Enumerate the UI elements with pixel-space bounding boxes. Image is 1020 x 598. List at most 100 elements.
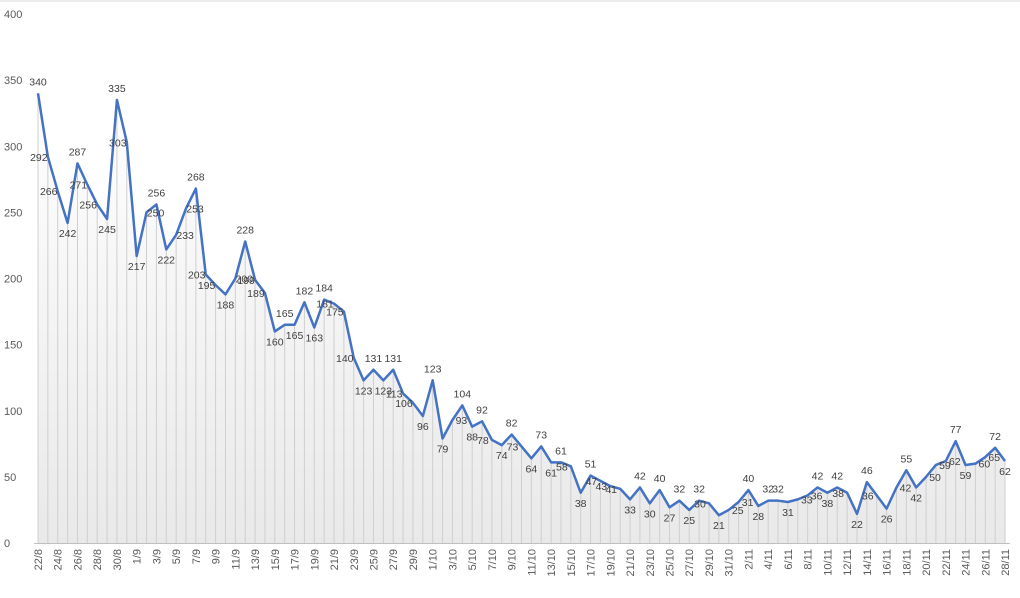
data-label: 163 bbox=[306, 332, 324, 344]
data-label: 160 bbox=[266, 336, 284, 348]
x-tick-label: 28/11 bbox=[1000, 549, 1012, 576]
drop-lines bbox=[37, 93, 1006, 543]
x-tick-label: 7/9 bbox=[191, 549, 203, 564]
x-tick-label: 20/11 bbox=[921, 549, 933, 576]
x-tick-label: 11/9 bbox=[230, 549, 242, 570]
data-label: 61 bbox=[545, 467, 557, 479]
data-label: 335 bbox=[108, 83, 126, 95]
x-tick-label: 16/11 bbox=[882, 549, 894, 576]
data-label: 93 bbox=[456, 415, 468, 427]
x-tick-label: 19/10 bbox=[605, 549, 617, 577]
data-label: 233 bbox=[176, 230, 194, 242]
x-tick-label: 22/8 bbox=[33, 549, 45, 570]
data-label: 123 bbox=[424, 363, 442, 375]
x-tick-label: 19/9 bbox=[309, 549, 321, 570]
area-fill bbox=[38, 93, 1005, 543]
data-label: 199 bbox=[237, 275, 255, 287]
x-tick-label: 21/9 bbox=[329, 549, 341, 570]
y-tick-label: 250 bbox=[4, 207, 22, 219]
x-tick-label: 29/10 bbox=[704, 549, 716, 577]
y-tick-label: 300 bbox=[4, 141, 22, 153]
x-tick-label: 14/11 bbox=[862, 549, 874, 576]
data-label: 22 bbox=[851, 519, 863, 531]
data-label: 104 bbox=[454, 388, 472, 400]
y-tick-label: 400 bbox=[4, 9, 22, 21]
data-label: 64 bbox=[526, 463, 538, 475]
data-label: 62 bbox=[949, 456, 961, 468]
data-label: 26 bbox=[881, 514, 893, 526]
data-labels: 3402922662422872712562453353032172502562… bbox=[29, 76, 1011, 532]
data-label: 96 bbox=[417, 421, 429, 433]
x-tick-label: 25/9 bbox=[368, 549, 380, 570]
data-label: 38 bbox=[832, 488, 844, 500]
data-label: 184 bbox=[315, 283, 333, 295]
x-tick-label: 13/10 bbox=[546, 549, 558, 577]
data-label: 46 bbox=[861, 465, 873, 477]
data-label: 74 bbox=[496, 450, 508, 462]
data-label: 106 bbox=[395, 398, 413, 410]
data-label: 253 bbox=[186, 203, 204, 215]
x-tick-label: 5/9 bbox=[171, 549, 183, 564]
data-label: 256 bbox=[148, 187, 166, 199]
x-tick-label: 23/10 bbox=[645, 549, 657, 577]
data-label: 31 bbox=[782, 507, 794, 519]
data-label: 62 bbox=[999, 466, 1011, 478]
data-label: 131 bbox=[384, 353, 402, 365]
data-label: 43 bbox=[595, 481, 607, 493]
data-label: 72 bbox=[989, 431, 1001, 443]
data-label: 140 bbox=[336, 353, 354, 365]
x-tick-label: 7/10 bbox=[487, 549, 499, 570]
data-label: 42 bbox=[831, 470, 843, 482]
data-label: 92 bbox=[476, 404, 488, 416]
x-tick-label: 26/11 bbox=[980, 549, 992, 576]
data-label: 59 bbox=[939, 460, 951, 472]
data-label: 203 bbox=[188, 270, 206, 282]
data-label: 217 bbox=[128, 261, 146, 273]
data-label: 65 bbox=[988, 452, 1000, 464]
data-label: 188 bbox=[217, 299, 235, 311]
data-label: 58 bbox=[556, 461, 568, 473]
data-label: 32 bbox=[762, 484, 774, 496]
x-tick-label: 26/8 bbox=[72, 549, 84, 570]
x-tick-label: 30/8 bbox=[112, 549, 124, 570]
data-label: 266 bbox=[40, 186, 58, 198]
data-label: 195 bbox=[198, 280, 216, 292]
data-label: 200 bbox=[236, 274, 254, 286]
x-tick-label: 3/9 bbox=[151, 549, 163, 564]
data-label: 21 bbox=[713, 520, 725, 532]
x-tick-label: 1/9 bbox=[132, 549, 144, 564]
data-label: 131 bbox=[365, 353, 383, 365]
x-tick-label: 24/11 bbox=[961, 549, 973, 576]
x-tick-label: 5/10 bbox=[467, 549, 479, 570]
data-label: 79 bbox=[437, 444, 449, 456]
data-label: 73 bbox=[507, 441, 519, 453]
data-label: 123 bbox=[355, 385, 373, 397]
data-label: 271 bbox=[70, 180, 88, 192]
data-label: 36 bbox=[862, 490, 874, 502]
data-label: 42 bbox=[634, 470, 646, 482]
x-tick-label: 17/10 bbox=[586, 549, 598, 577]
data-label: 42 bbox=[812, 470, 824, 482]
x-tick-label: 15/9 bbox=[270, 549, 282, 570]
data-label: 250 bbox=[147, 207, 165, 219]
data-label: 36 bbox=[811, 490, 823, 502]
data-label: 40 bbox=[743, 473, 755, 485]
data-label: 40 bbox=[654, 473, 666, 485]
x-tick-label: 2/11 bbox=[743, 549, 755, 570]
data-label: 33 bbox=[624, 504, 636, 516]
data-label: 30 bbox=[644, 508, 656, 520]
data-label: 38 bbox=[822, 498, 834, 510]
x-tick-label: 23/9 bbox=[349, 549, 361, 570]
data-label: 28 bbox=[752, 511, 764, 523]
x-tick-label: 27/9 bbox=[388, 549, 400, 570]
data-label: 165 bbox=[276, 308, 294, 320]
x-tick-label: 25/10 bbox=[665, 549, 677, 577]
x-tick-label: 9/10 bbox=[507, 549, 519, 570]
data-label: 32 bbox=[693, 484, 705, 496]
data-label: 88 bbox=[466, 432, 478, 444]
data-label: 31 bbox=[742, 497, 754, 509]
data-label: 60 bbox=[979, 459, 991, 471]
y-axis: 0 50 100 150 200 250 300 350 400 bbox=[4, 9, 22, 550]
data-label: 42 bbox=[900, 482, 912, 494]
